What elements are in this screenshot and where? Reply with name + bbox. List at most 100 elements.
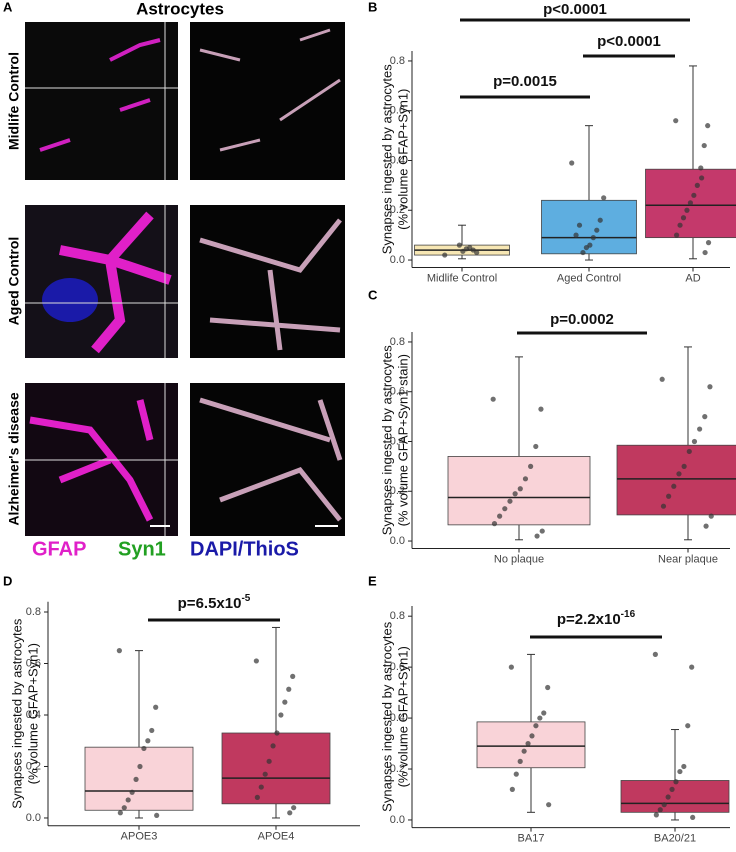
x-tick-label: BA20/21 (654, 833, 696, 845)
x-tick-label: BA17 (518, 833, 545, 845)
data-point (254, 658, 259, 663)
data-point (133, 777, 138, 782)
data-point (118, 810, 123, 815)
panel-label: C (368, 287, 378, 302)
data-point (687, 449, 692, 454)
data-point (703, 524, 708, 529)
data-point (671, 484, 676, 489)
data-point (702, 250, 707, 255)
box (85, 747, 193, 810)
p-value: p=0.0015 (493, 73, 557, 90)
x-tick-label: APOE4 (258, 831, 295, 843)
data-point (569, 160, 574, 165)
data-point (270, 743, 275, 748)
data-point (681, 764, 686, 769)
data-point (126, 797, 131, 802)
data-point (662, 802, 667, 807)
data-point (673, 779, 678, 784)
data-point (660, 377, 665, 382)
data-point (661, 504, 666, 509)
y-tick-label: 0.0 (390, 535, 405, 547)
data-point (689, 665, 694, 670)
p-value-base: p=0.0002 (550, 311, 614, 328)
data-point (533, 444, 538, 449)
panel-label: D (3, 573, 12, 588)
p-value-exponent: -16 (621, 609, 636, 620)
panel-label: B (368, 0, 377, 14)
box (617, 445, 736, 515)
data-point (263, 772, 268, 777)
x-tick-label: AD (685, 272, 700, 284)
data-point (684, 208, 689, 213)
p-value-base: p<0.0001 (597, 33, 661, 50)
data-point (685, 723, 690, 728)
data-point (534, 533, 539, 538)
data-point (290, 674, 295, 679)
y-axis-label: Synapses ingested by astrocytes (379, 64, 394, 255)
data-point (145, 738, 150, 743)
data-point (497, 514, 502, 519)
y-axis-label: Synapses ingested by astrocytes (9, 618, 24, 809)
data-point (676, 471, 681, 476)
p-value: p=2.2x10-16 (557, 609, 636, 628)
data-point (509, 665, 514, 670)
x-tick-label: No plaque (494, 553, 544, 565)
data-point (658, 807, 663, 812)
y-tick-label: 0.0 (26, 812, 41, 824)
p-value: p<0.0001 (543, 1, 607, 18)
data-point (492, 521, 497, 526)
y-axis-label: (% volume GFAP+Syn1 stain) (395, 354, 410, 526)
p-value: p<0.0001 (597, 33, 661, 50)
data-point (259, 784, 264, 789)
data-point (580, 250, 585, 255)
data-point (291, 805, 296, 810)
data-point (669, 787, 674, 792)
y-tick-label: 0.0 (390, 814, 405, 826)
data-point (460, 249, 465, 254)
y-tick-label: 0.8 (26, 606, 41, 618)
data-point (267, 759, 272, 764)
data-point (528, 464, 533, 469)
y-tick-label: 0.8 (390, 610, 405, 622)
data-point (690, 815, 695, 820)
data-point (278, 712, 283, 717)
image (190, 22, 345, 180)
data-point (507, 499, 512, 504)
data-point (706, 240, 711, 245)
data-point (149, 728, 154, 733)
p-value-exponent: -5 (241, 593, 250, 604)
data-point (673, 118, 678, 123)
data-point (154, 813, 159, 818)
data-point (709, 514, 714, 519)
box (621, 780, 729, 812)
panel-label: E (368, 573, 377, 588)
y-tick-label: 0.0 (390, 254, 405, 266)
data-point (522, 749, 527, 754)
data-point (282, 700, 287, 705)
y-axis-label: (% volume GFAP+Syn1) (395, 89, 410, 230)
data-point (677, 769, 682, 774)
data-point (573, 233, 578, 238)
y-axis-label: Synapses ingested by astrocytes (379, 621, 394, 812)
x-tick-label: APOE3 (121, 831, 158, 843)
data-point (518, 486, 523, 491)
data-point (514, 772, 519, 777)
data-point (274, 730, 279, 735)
micrographs (25, 22, 345, 536)
legend-entry: DAPI/ThioS (190, 538, 299, 560)
data-point (697, 426, 702, 431)
data-point (442, 252, 447, 257)
data-point (529, 733, 534, 738)
panel-label: A (3, 0, 13, 14)
p-value-base: p=6.5x10 (178, 595, 242, 612)
data-point (117, 648, 122, 653)
data-point (677, 223, 682, 228)
p-value: p=6.5x10-5 (178, 593, 251, 612)
data-point (518, 759, 523, 764)
box (477, 722, 585, 768)
data-point (591, 235, 596, 240)
row-label: Aged Control (6, 237, 22, 326)
data-point (538, 407, 543, 412)
image (190, 205, 345, 358)
